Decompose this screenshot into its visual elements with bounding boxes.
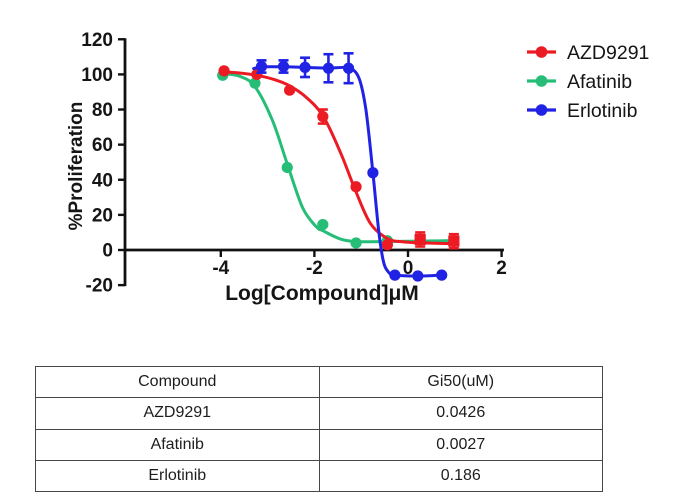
fit-curve-Afatinib	[219, 72, 458, 244]
dose-response-figure: 120 100 80 60 40 20 0 -20 -4 -2 0 2 Log[Compound]μM%…	[66, 30, 649, 305]
svg-text:0: 0	[102, 241, 113, 262]
compound-name-cell: AZD9291	[35, 397, 320, 430]
table-row: Afatinib 0.0027	[35, 428, 603, 461]
legend-item-Erlotinib: Erlotinib	[527, 100, 638, 122]
data-point-AZD9291	[414, 233, 426, 246]
series-AZD9291	[218, 65, 460, 251]
legend-label: AZD9291	[567, 42, 649, 64]
data-point-AZD9291	[317, 110, 329, 123]
fit-curve-AZD9291	[220, 70, 459, 246]
data-point-Erlotinib	[322, 62, 335, 74]
table-header-row: Compound Gi50(uM)	[35, 365, 603, 399]
y-axis-title: %Proliferation	[66, 102, 87, 231]
series-Erlotinib	[252, 52, 448, 282]
table-row: AZD9291 0.0426	[35, 397, 603, 430]
data-point-Afatinib	[281, 161, 293, 174]
svg-text:-4: -4	[212, 258, 229, 279]
gi50-value-cell: 0.186	[318, 459, 603, 493]
data-point-Erlotinib	[436, 269, 448, 281]
legend-label: Erlotinib	[567, 100, 638, 122]
gi50-table: Compound Gi50(uM) AZD9291 0.0426 Afatini…	[35, 365, 603, 493]
svg-text:40: 40	[92, 170, 113, 191]
col-header-gi50: Gi50(uM)	[318, 365, 603, 399]
gi50-value-cell: 0.0027	[318, 428, 603, 461]
svg-text:-20: -20	[86, 276, 113, 297]
svg-text:120: 120	[81, 30, 113, 51]
data-point-Erlotinib	[299, 61, 311, 73]
svg-text:20: 20	[92, 205, 113, 226]
table-row: Erlotinib 0.186	[35, 459, 603, 493]
svg-text:60: 60	[92, 135, 113, 156]
legend-marker-icon	[535, 104, 548, 116]
svg-text:100: 100	[81, 65, 113, 86]
data-point-Afatinib	[249, 77, 261, 89]
svg-text:80: 80	[92, 100, 113, 121]
legend-label: Afatinib	[567, 71, 632, 93]
legend-marker-icon	[535, 46, 548, 58]
svg-text:2: 2	[496, 258, 507, 279]
svg-text:0: 0	[403, 258, 414, 279]
data-point-AZD9291	[283, 84, 296, 96]
compound-name-cell: Afatinib	[35, 428, 320, 461]
x-axis-title: Log[Compound]μM	[225, 282, 419, 305]
legend-item-AZD9291: AZD9291	[527, 42, 649, 64]
legend-marker-icon	[535, 75, 548, 87]
chart-legend: AZD9291 Afatinib Erlotinib	[527, 42, 649, 122]
data-point-Erlotinib	[412, 270, 424, 282]
data-point-AZD9291	[381, 239, 394, 251]
data-point-AZD9291	[218, 65, 230, 77]
data-point-Erlotinib	[389, 269, 401, 281]
data-point-AZD9291	[350, 181, 362, 193]
col-header-compound: Compound	[35, 365, 320, 399]
data-point-Erlotinib	[277, 60, 290, 73]
data-point-Erlotinib	[342, 62, 355, 74]
data-point-AZD9291	[448, 235, 460, 247]
data-point-Afatinib	[317, 218, 329, 231]
svg-text:-2: -2	[306, 258, 323, 279]
series-Afatinib	[217, 69, 458, 249]
compound-name-cell: Erlotinib	[35, 459, 320, 493]
legend-item-Afatinib: Afatinib	[527, 71, 632, 93]
data-point-Erlotinib	[255, 60, 268, 73]
gi50-value-cell: 0.0426	[318, 397, 603, 430]
data-point-Afatinib	[350, 237, 362, 249]
data-point-Erlotinib	[367, 167, 379, 179]
